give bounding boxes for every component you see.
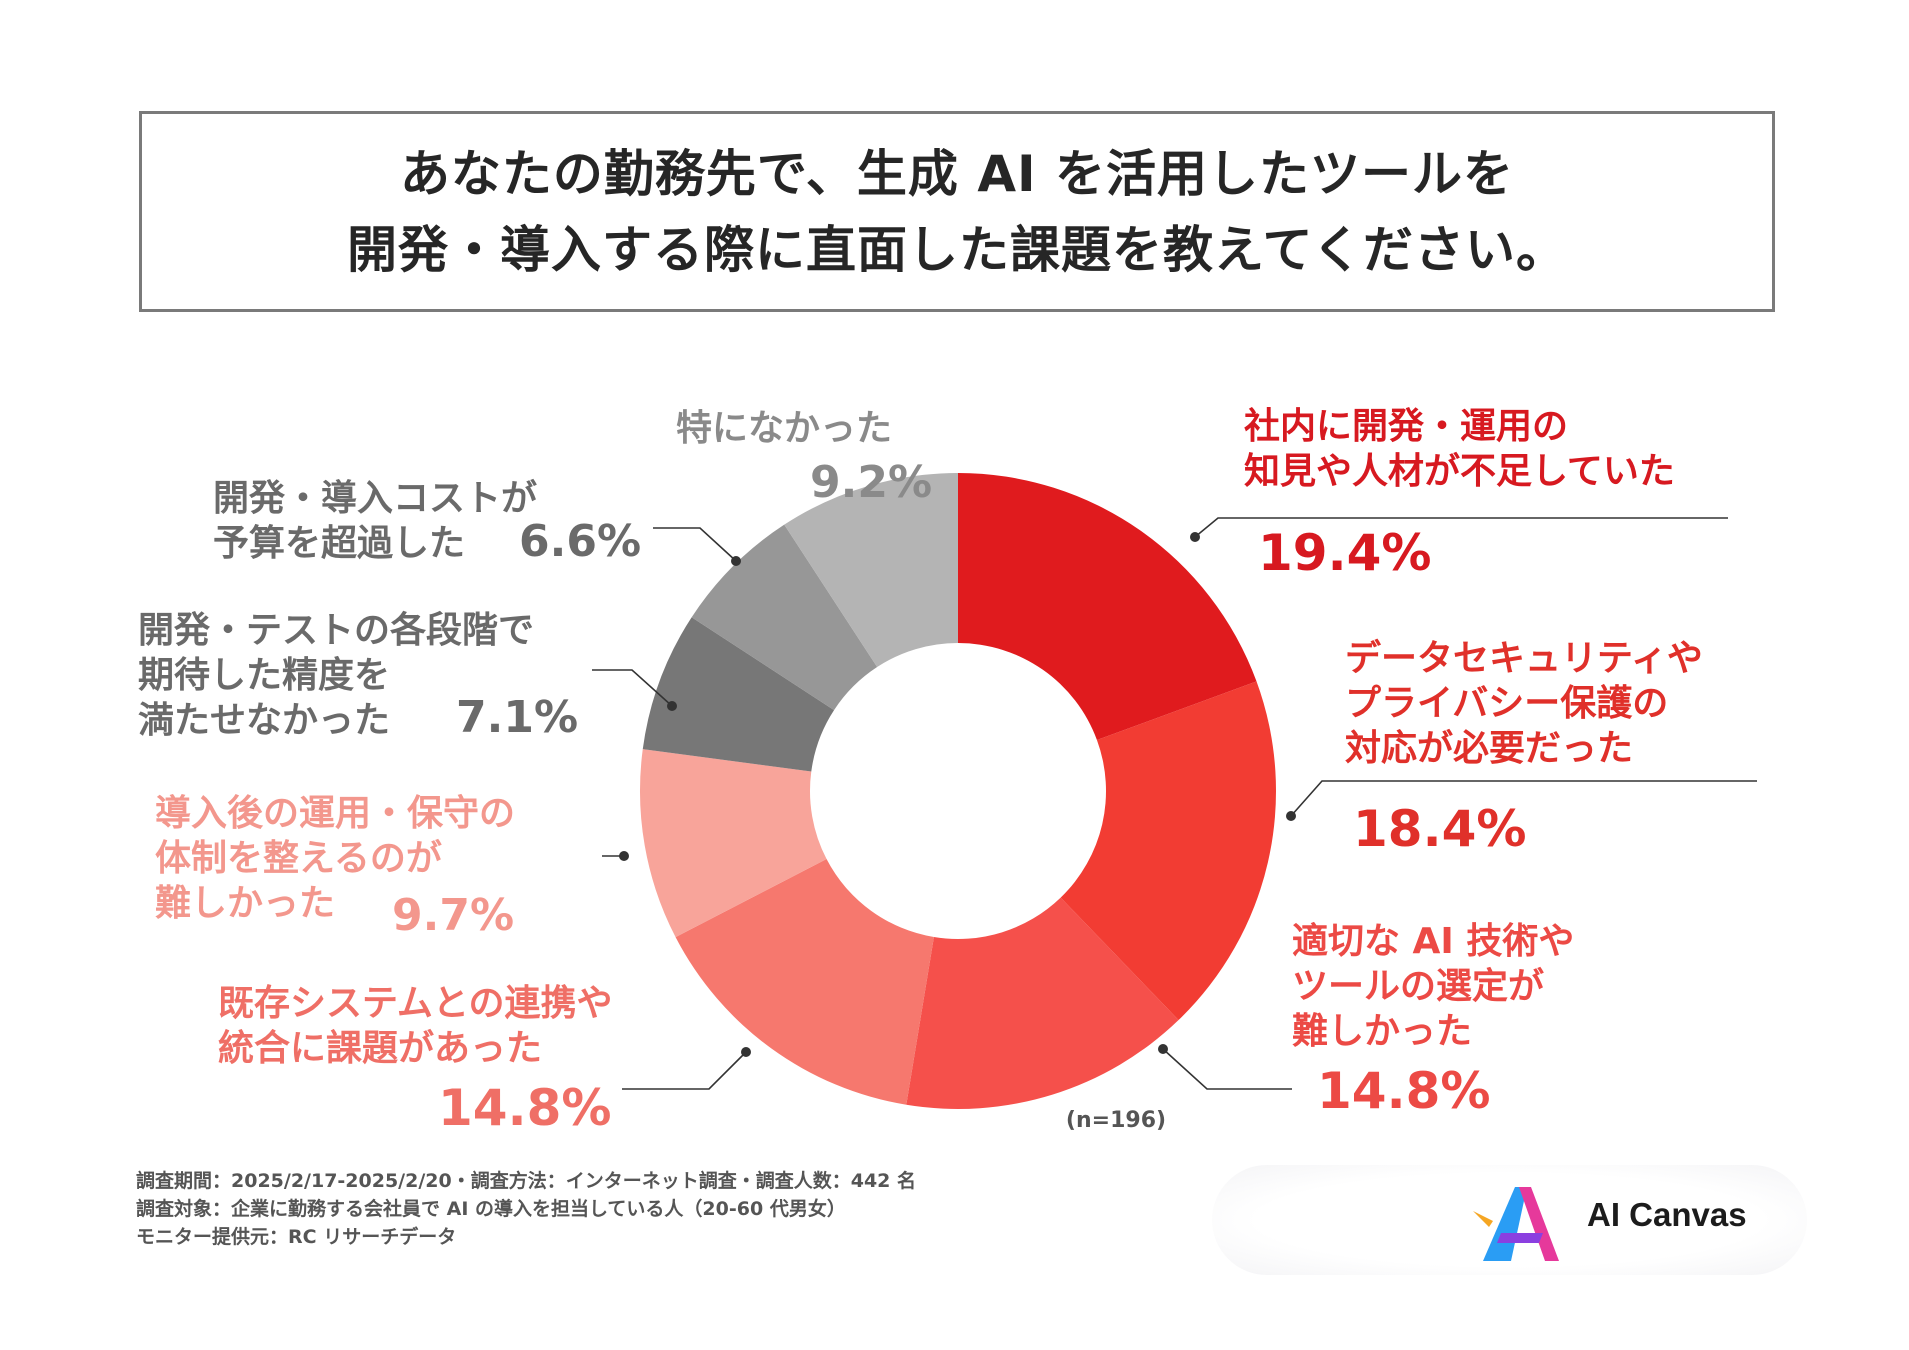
slice-label-3-line-2: ツールの選定が [1292,966,1544,1007]
donut-slice-5 [640,749,827,938]
slice-label-6-line-3: 満たせなかった [138,700,390,741]
slice-label-6-line-1: 開発・テストの各段階で [138,610,534,651]
slice-label-5-line-3: 難しかった [155,883,335,924]
slice-label-2-line-1: データセキュリティや [1345,637,1703,679]
slice-label-2-line-3: 対応が必要だった [1345,728,1633,769]
slice-value-label-4: 14.8% [438,1079,611,1137]
slice-label-3-line-1: 適切な AI 技術や [1292,921,1574,962]
slice-label-5-line-1: 導入後の運用・保守の [155,793,515,834]
slice-label-5-line-2: 体制を整えるのが [155,838,442,879]
slice-label-8-line-1: 特になかった [676,408,892,449]
donut-slice-7 [691,524,878,711]
logo-text: AI Canvas [1587,1196,1747,1233]
donut-slice-3 [906,897,1179,1109]
leader-dot-5 [619,851,629,861]
slice-label-4-line-1: 既存システムとの連携や [218,983,613,1024]
slice-value-label-2: 18.4% [1353,800,1526,858]
chart-title-line-2: 開発・導入する際に直面した課題を教えてください。 [347,220,1567,279]
slice-label-4-line-2: 統合に課題があった [218,1028,542,1069]
survey-footer: 調査期間：2025/2/17-2025/2/20・調査方法：インターネット調査・… [136,1167,916,1251]
slice-value-label-8: 9.2% [810,457,932,508]
slice-value-label-6: 7.1% [456,692,578,743]
footer-survey-target: 調査対象：企業に勤務する会社員で AI の導入を担当している人（20-60 代男… [136,1198,846,1220]
donut-slice-8 [784,473,958,668]
chart-title-line-1: あなたの勤務先で、生成 AI を活用したツールを [399,144,1515,203]
footer-monitor-provider: モニター提供元：RC リサーチデータ [136,1226,457,1248]
leader-dot-2 [1286,811,1296,821]
leader-line-2 [1290,780,1757,817]
leader-dot-1 [1190,532,1200,542]
leader-dot-7 [731,556,741,566]
donut-slice-1 [958,473,1257,740]
donut-slice-2 [1060,681,1276,1021]
slice-label-1-line-1: 社内に開発・運用の [1244,406,1568,447]
slice-value-label-7: 6.6% [519,516,641,567]
leader-dot-6 [667,701,677,711]
title-box: あなたの勤務先で、生成 AI を活用したツールを 開発・導入する際に直面した課題… [139,111,1775,312]
donut-slice-6 [642,617,835,772]
leader-dot-3 [1158,1044,1168,1054]
leader-line-7 [653,527,737,562]
slice-label-3-line-3: 難しかった [1292,1011,1472,1052]
slice-label-7-line-1: 開発・導入コストが [213,478,537,519]
leader-line-3 [1162,1048,1292,1090]
slice-value-label-3: 14.8% [1317,1062,1490,1120]
ai-canvas-logo: AI Canvas [1212,1165,1807,1275]
donut-slice-4 [675,859,934,1105]
leader-line-1 [1194,517,1728,538]
leader-line-4 [622,1051,747,1090]
leader-line-6 [592,669,673,707]
slice-label-6-line-2: 期待した精度を [138,655,390,696]
footer-survey-period: 調査期間：2025/2/17-2025/2/20・調査方法：インターネット調査・… [136,1170,917,1192]
slice-label-1-line-2: 知見や人材が不足していた [1244,451,1675,492]
slice-label-2-line-2: プライバシー保護の [1345,683,1668,724]
logo-mark-icon [1473,1187,1559,1261]
sample-size-note: (n=196) [1066,1108,1166,1133]
slice-value-label-1: 19.4% [1258,524,1431,582]
leader-dot-4 [741,1047,751,1057]
slice-value-label-5: 9.7% [392,890,514,941]
slice-label-7-line-2: 予算を超過した [213,523,465,564]
